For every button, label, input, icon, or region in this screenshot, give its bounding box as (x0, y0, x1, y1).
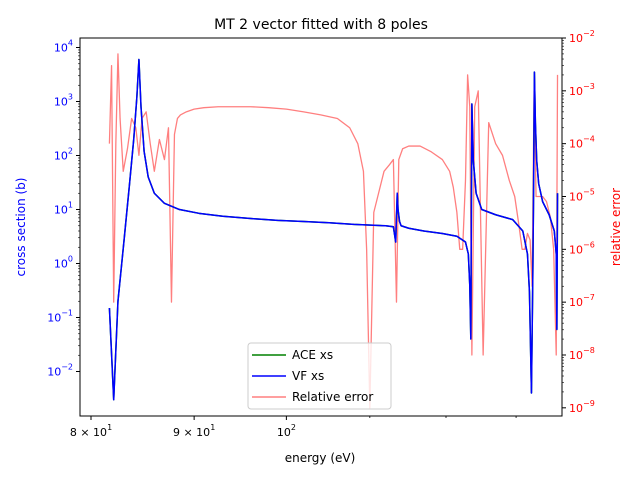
y-tick-label: 10−1 (47, 309, 73, 325)
y2-axis-label: relative error (609, 188, 623, 266)
y-tick-label: 101 (54, 201, 73, 217)
legend-label-relerr: Relative error (292, 390, 373, 404)
y2-tick-label: 10−7 (569, 293, 595, 309)
y-tick-label: 100 (54, 255, 73, 271)
x-tick-label: 8 × 101 (70, 423, 112, 439)
series-layer (108, 53, 559, 409)
plot-frame (79, 37, 563, 417)
y2-tick-label: 10−2 (569, 29, 595, 45)
series-line-vf-xs (108, 58, 559, 401)
x-tick-label: 102 (277, 423, 296, 439)
legend-label-ace: ACE xs (292, 348, 333, 362)
y-tick-label: 102 (54, 147, 73, 163)
y-axis-label: cross section (b) (14, 178, 28, 277)
y2-tick-label: 10−8 (569, 346, 595, 362)
y2-tick-label: 10−4 (569, 135, 595, 151)
y-tick-label: 103 (54, 93, 73, 109)
y2-tick-label: 10−3 (569, 82, 595, 98)
legend-box (247, 342, 392, 410)
legend-label-vf: VF xs (292, 369, 324, 383)
y2-tick-label: 10−5 (569, 187, 595, 203)
y2-tick-label: 10−6 (569, 240, 595, 256)
ticks-layer: 8 × 101 9 × 101 102 10−2 10−1 100 101 102 103 104… (47, 29, 595, 439)
y-tick-label: 10−2 (47, 363, 73, 379)
y-tick-label: 104 (54, 39, 73, 55)
series-line-relative-error (108, 53, 559, 409)
x-axis-label: energy (eV) (285, 451, 356, 465)
y2-tick-label: 10−9 (569, 399, 595, 415)
chart-title: MT 2 vector fitted with 8 poles (214, 17, 428, 33)
x-tick-label: 9 × 101 (173, 423, 215, 439)
legend: ACE xs VF xs Relative error (247, 342, 392, 410)
